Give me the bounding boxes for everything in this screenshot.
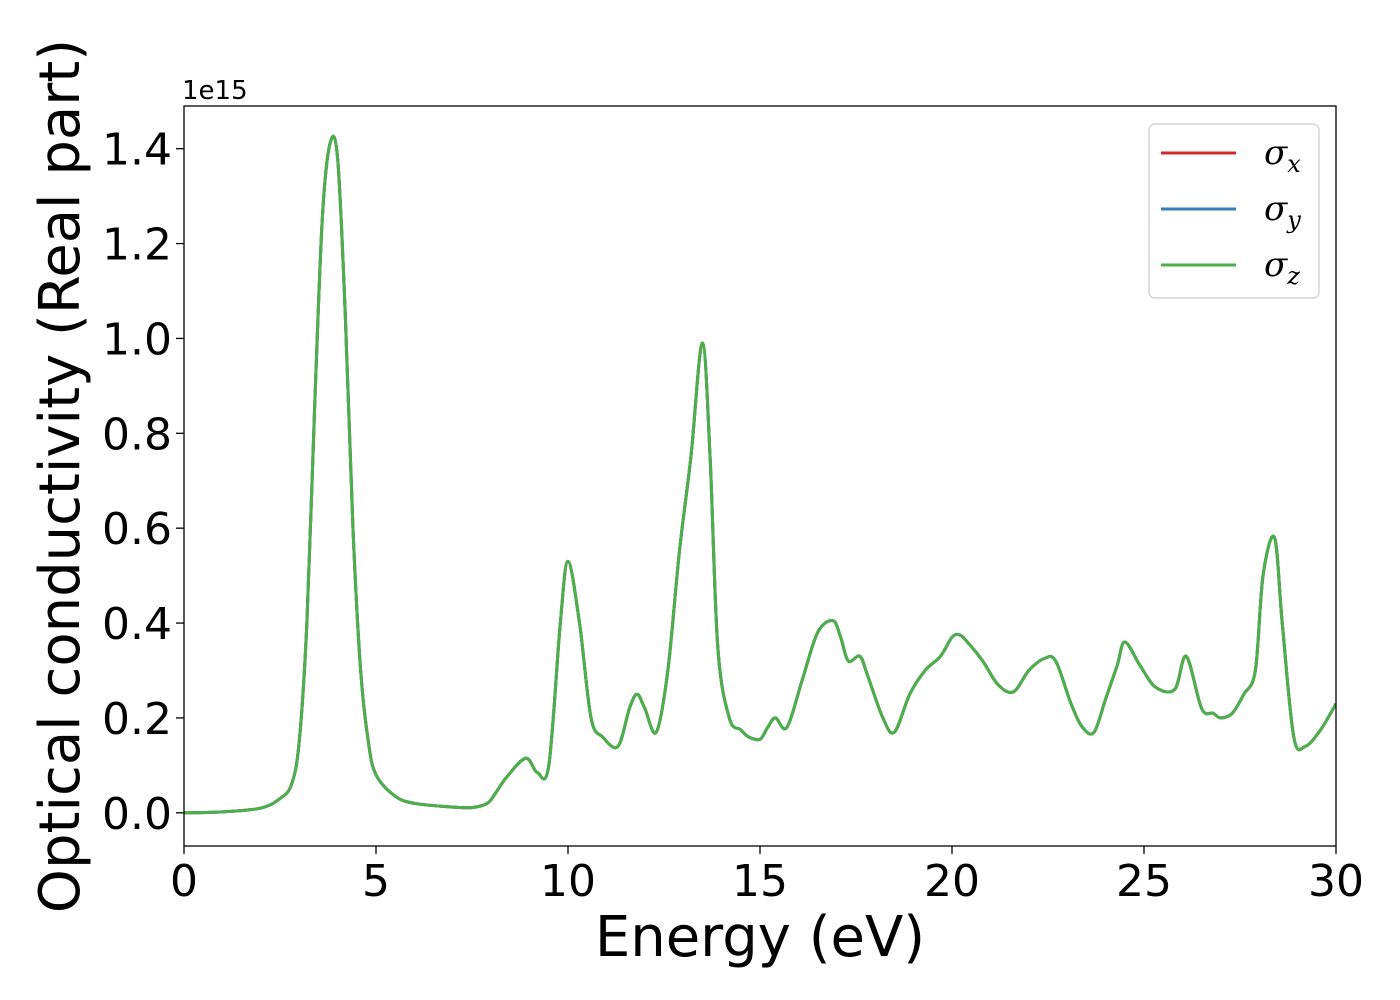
series-line-sigma-z xyxy=(184,134,1336,815)
y-tick-label: 0.4 xyxy=(102,599,172,650)
legend-label: σx xyxy=(1264,133,1301,178)
y-tick-label: 1.2 xyxy=(102,220,172,271)
x-tick-label: 25 xyxy=(1116,856,1172,907)
y-tick-label: 1.0 xyxy=(102,314,172,365)
y-tick-label: 0.0 xyxy=(102,789,172,840)
x-tick-label: 10 xyxy=(540,856,596,907)
x-tick-label: 15 xyxy=(732,856,788,907)
y-axis-ticks: 0.0 0.2 0.4 0.6 0.8 1.0 1.2 1.4 xyxy=(102,125,184,840)
y-tick-label: 0.8 xyxy=(102,409,172,460)
x-tick-label: 30 xyxy=(1308,856,1364,907)
x-axis-ticks: 0 5 10 15 20 25 30 xyxy=(170,846,1364,907)
series-layer xyxy=(184,134,1336,815)
x-tick-label: 5 xyxy=(362,856,390,907)
y-tick-label: 0.2 xyxy=(102,694,172,745)
legend-box xyxy=(1148,123,1320,299)
x-tick-label: 20 xyxy=(924,856,980,907)
x-tick-label: 0 xyxy=(170,856,198,907)
x-axis-title: Energy (eV) xyxy=(595,905,925,970)
y-offset-label: 1e15 xyxy=(182,76,248,106)
legend: σx σy σz xyxy=(1148,123,1320,299)
legend-label: σz xyxy=(1264,245,1300,290)
y-axis-title: Optical conductivity (Real part) xyxy=(28,39,93,913)
y-tick-label: 0.6 xyxy=(102,504,172,555)
y-tick-label: 1.4 xyxy=(102,125,172,176)
legend-label: σy xyxy=(1264,189,1301,234)
